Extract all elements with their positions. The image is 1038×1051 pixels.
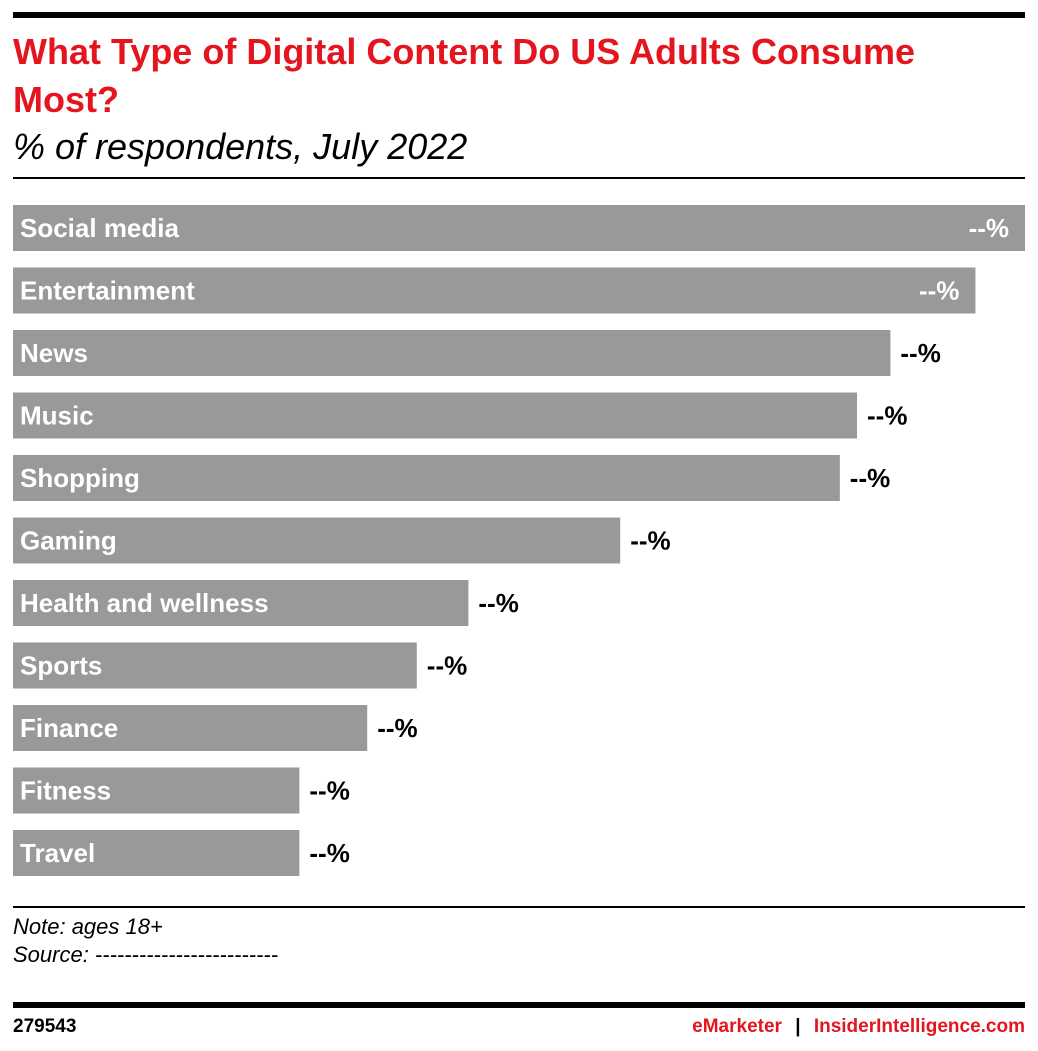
- top-rule: [13, 12, 1025, 18]
- bar: [13, 642, 417, 689]
- bar: [13, 830, 300, 876]
- category-label: Finance: [20, 713, 118, 743]
- source: Source: -------------------------: [13, 942, 279, 967]
- bar: [13, 392, 858, 439]
- bar: [13, 517, 621, 564]
- bar: [13, 205, 1025, 251]
- data-label: --%: [850, 463, 890, 493]
- bar: [13, 705, 368, 751]
- category-label: News: [20, 338, 88, 368]
- brand-emarketer: eMarketer: [692, 1016, 782, 1037]
- category-label: Health and wellness: [20, 588, 269, 618]
- brand-footer: eMarketer | InsiderIntelligence.com: [692, 1016, 1025, 1038]
- footer-divider: [13, 906, 1025, 908]
- data-label: --%: [919, 276, 959, 306]
- category-label: Entertainment: [20, 276, 195, 306]
- chart-title: What Type of Digital Content Do US Adult…: [13, 31, 915, 120]
- data-label: --%: [630, 526, 670, 556]
- category-label: Social media: [20, 213, 179, 243]
- bottom-rule: [13, 1002, 1025, 1008]
- data-label: --%: [309, 838, 349, 868]
- category-label: Fitness: [20, 776, 111, 806]
- brand-insider-intelligence: InsiderIntelligence.com: [813, 1016, 1025, 1037]
- data-label: --%: [867, 401, 907, 431]
- bar: [13, 580, 469, 626]
- header-divider: [13, 177, 1025, 179]
- category-label: Gaming: [20, 526, 117, 556]
- bar: [13, 330, 891, 376]
- category-label: Music: [20, 401, 94, 431]
- category-label: Sports: [20, 651, 102, 681]
- note: Note: ages 18+: [13, 914, 163, 939]
- data-label: --%: [969, 213, 1009, 243]
- data-label: --%: [377, 713, 417, 743]
- category-label: Travel: [20, 838, 95, 868]
- bar: [13, 267, 976, 314]
- bar: [13, 455, 840, 501]
- category-label: Shopping: [20, 463, 140, 493]
- chart-subtitle: % of respondents, July 2022: [13, 126, 468, 167]
- bar-chart: Social media --% Entertainment --% News --% Mu…: [13, 205, 1025, 876]
- data-label: --%: [309, 776, 349, 806]
- chart-id: 279543: [13, 1016, 77, 1037]
- data-label: --%: [478, 588, 518, 618]
- brand-separator: |: [795, 1016, 801, 1037]
- data-label: --%: [900, 338, 940, 368]
- data-label: --%: [427, 651, 467, 681]
- bar: [13, 767, 300, 814]
